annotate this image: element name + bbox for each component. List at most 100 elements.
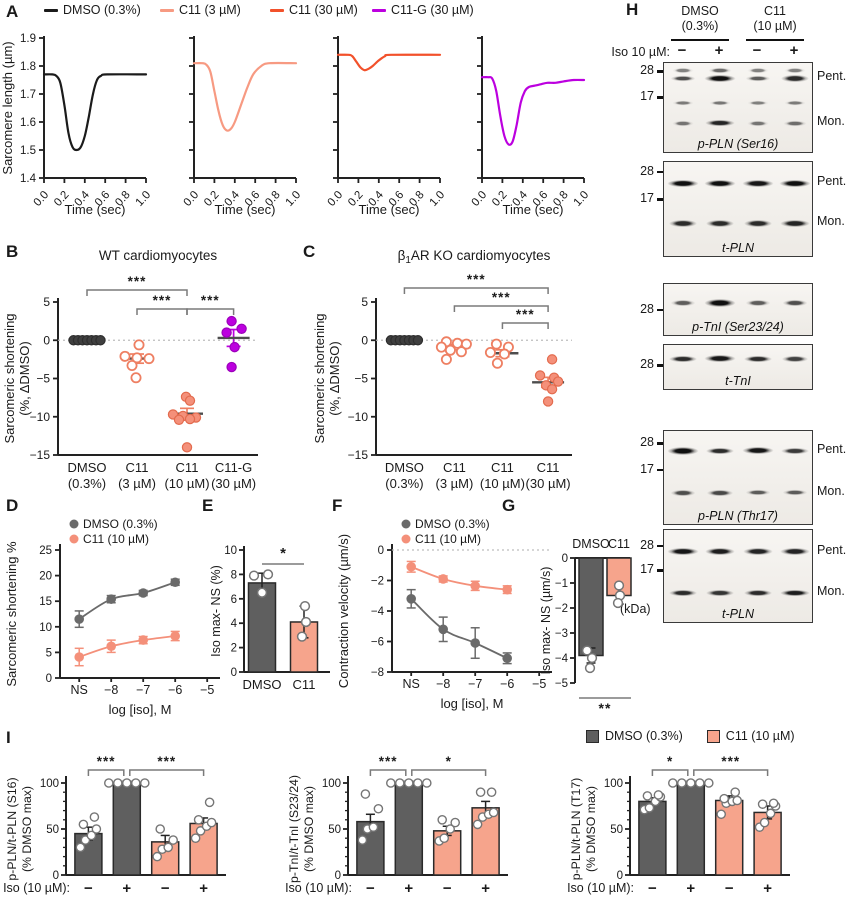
bar-group-0 — [578, 557, 604, 674]
svg-text:***: *** — [492, 290, 511, 305]
svg-text:(% DMSO max): (% DMSO max) — [584, 786, 598, 872]
svg-text:**: ** — [599, 700, 612, 716]
blot-band — [777, 74, 813, 83]
svg-text:100: 100 — [40, 778, 59, 790]
significance: **** — [369, 754, 487, 776]
svg-text:−5: −5 — [555, 678, 568, 690]
svg-text:−: − — [648, 880, 657, 897]
svg-text:100: 100 — [322, 778, 341, 790]
svg-text:1.0: 1.0 — [284, 189, 304, 209]
significance: **** — [651, 754, 769, 776]
svg-text:*: * — [667, 754, 673, 769]
iso-sign-1: + — [686, 880, 695, 897]
svg-text:DMSO: DMSO — [572, 537, 610, 551]
svg-text:p-PLN/t-PLN (S16): p-PLN/t-PLN (S16) — [5, 777, 19, 880]
svg-text:15: 15 — [39, 596, 52, 608]
bar-group-2 — [714, 787, 744, 876]
svg-text:−: − — [443, 880, 452, 897]
series-1 — [406, 560, 512, 595]
svg-text:DMSO (0.3%): DMSO (0.3%) — [83, 517, 158, 531]
svg-text:***: *** — [157, 754, 176, 769]
legend-swatch — [586, 729, 599, 743]
svg-text:50: 50 — [610, 824, 623, 836]
blot-box-2: p-TnI (Ser23/24) — [663, 283, 813, 336]
panel-label-g: G — [502, 496, 516, 515]
trace-1 — [192, 61, 298, 132]
band-side-label: Pent. — [817, 441, 846, 456]
svg-text:Time (sec): Time (sec) — [65, 202, 126, 217]
svg-text:***: *** — [516, 307, 535, 322]
svg-text:(10 µM): (10 µM) — [480, 476, 525, 491]
svg-text:C11: C11 — [537, 460, 560, 475]
svg-text:(3 µM): (3 µM) — [435, 476, 473, 491]
kda-marker-dash — [657, 308, 663, 311]
legend-label: C11 (30 µM) — [289, 3, 358, 17]
blot-band — [745, 66, 771, 74]
svg-text:5: 5 — [43, 295, 50, 309]
panel-label-i: I — [6, 728, 11, 747]
svg-text:Iso (10 µM):: Iso (10 µM): — [3, 881, 70, 895]
kda-marker-dash — [657, 70, 663, 73]
svg-text:Time (sec): Time (sec) — [503, 202, 564, 217]
kda-marker: 17 — [640, 89, 654, 104]
svg-text:p-PLN/t-PLN (T17): p-PLN/t-PLN (T17) — [569, 778, 583, 881]
series-0 — [74, 577, 180, 629]
iso-sign: − — [752, 42, 762, 59]
bar-group-1 — [289, 600, 319, 673]
bar-label-1: C11 — [608, 537, 630, 551]
svg-text:−3: −3 — [555, 628, 568, 640]
blot-label: p-TnI (Ser23/24) — [692, 320, 784, 334]
legend-line-swatch — [160, 8, 174, 12]
axis: Contraction velocity (µm/s) 0 −2 −4 −6 −8 NS −8… — [336, 534, 552, 711]
blot-band — [782, 66, 808, 74]
header-underline — [746, 39, 804, 41]
blot-band — [702, 219, 738, 228]
blot-band — [668, 299, 698, 307]
svg-text:2: 2 — [231, 643, 237, 655]
scatter-group-1 — [435, 336, 472, 365]
svg-text:−8: −8 — [104, 683, 118, 697]
svg-text:−7: −7 — [136, 683, 150, 697]
kda-axis-label: (kDa) — [620, 602, 651, 616]
svg-text:(30 µM): (30 µM) — [526, 476, 571, 491]
scatter-group-2 — [484, 338, 519, 369]
blot-column-header: C11 (10 µM) — [753, 4, 797, 33]
iso-label: Iso (10 µM): — [567, 881, 634, 895]
svg-text:0: 0 — [46, 673, 52, 685]
legend-line-swatch — [44, 8, 58, 12]
group-label-1: C11(3 µM) — [435, 460, 473, 491]
band-side-label: Mon. — [817, 583, 845, 598]
blot-band — [776, 178, 814, 188]
svg-text:1.0: 1.0 — [572, 189, 592, 209]
blot-band — [701, 73, 739, 84]
kda-marker: 28 — [640, 537, 654, 552]
trace-0 — [42, 73, 148, 152]
svg-text:+: + — [481, 880, 490, 897]
band-side-label: Mon. — [817, 483, 845, 498]
svg-text:***: *** — [721, 754, 740, 769]
svg-text:0.0: 0.0 — [470, 189, 490, 209]
blot-band — [702, 446, 738, 456]
svg-text:10: 10 — [224, 545, 237, 557]
trace-2 — [336, 53, 442, 72]
svg-text:(3 µM): (3 µM) — [118, 476, 156, 491]
svg-text:50: 50 — [46, 824, 59, 836]
axis: 1.41.51.61.71.81.90.0 0.2 0.4 0.6 0.8 1.0Time… — [0, 33, 153, 217]
kda-marker: 17 — [640, 461, 654, 476]
iso-sign-1: + — [404, 880, 413, 897]
iso-row-label: Iso 10 µM: — [611, 45, 670, 59]
bar-group-2 — [150, 824, 180, 876]
blot-band — [707, 99, 733, 107]
svg-text:log [iso], M: log [iso], M — [441, 696, 504, 711]
svg-text:−2: −2 — [371, 576, 384, 588]
legend: DMSO (0.3%)C11 (10 µM) — [69, 517, 158, 546]
svg-text:−8: −8 — [436, 677, 450, 691]
iso-sign-0: − — [84, 880, 93, 897]
panel-a-legend-item: C11 (3 µM) — [160, 3, 241, 17]
svg-text:−2: −2 — [555, 603, 568, 615]
blot-band — [745, 99, 771, 107]
group-label-2: C11(10 µM) — [164, 460, 209, 491]
